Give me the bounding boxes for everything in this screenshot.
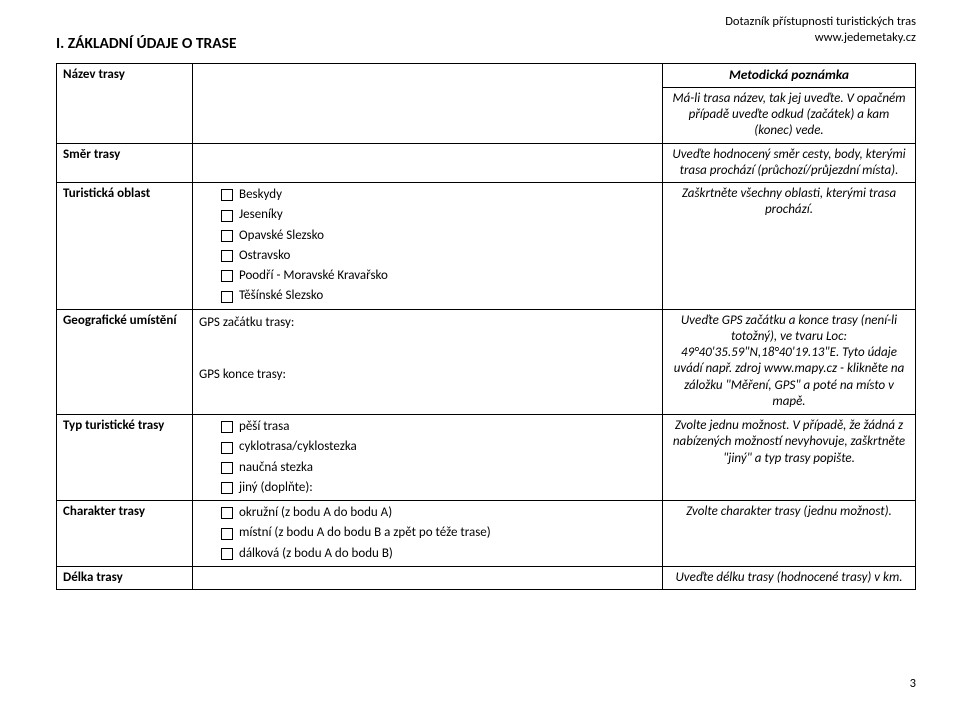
- checkbox-dalkova[interactable]: dálková (z bodu A do bodu B): [221, 545, 656, 563]
- note-geo: Uveďte GPS začátku a konce trasy (není-l…: [663, 309, 916, 415]
- header-line-2: www.jedemetaky.cz: [725, 30, 916, 46]
- checkbox-icon: [221, 210, 233, 222]
- checkbox-label: naučná stezka: [239, 460, 313, 476]
- header-line-1: Dotazník přístupnosti turistických tras: [725, 14, 916, 30]
- checkbox-label: dálková (z bodu A do bodu B): [239, 546, 393, 562]
- value-charakter: okružní (z bodu A do bodu A) místní (z b…: [193, 501, 663, 567]
- note-nazev-cell: Metodická poznámka Má-li trasa název, ta…: [663, 64, 916, 144]
- value-typ: pěší trasa cyklotrasa/cyklostezka naučná…: [193, 415, 663, 501]
- checkbox-icon: [221, 482, 233, 494]
- checkbox-label: Jeseníky: [239, 207, 283, 223]
- checkbox-cyklo[interactable]: cyklotrasa/cyklostezka: [221, 438, 656, 456]
- checkbox-okruzni[interactable]: okružní (z bodu A do bodu A): [221, 504, 656, 522]
- value-delka[interactable]: [193, 566, 663, 589]
- checkbox-label: cyklotrasa/cyklostezka: [239, 439, 357, 455]
- checkbox-label: pěší trasa: [239, 419, 289, 435]
- checkbox-beskydy[interactable]: Beskydy: [221, 186, 656, 204]
- label-nazev: Název trasy: [57, 64, 193, 144]
- label-geo: Geografické umístění: [57, 309, 193, 415]
- table-row: Typ turistické trasy pěší trasa cyklotra…: [57, 415, 916, 501]
- gps-end-input[interactable]: [199, 393, 656, 411]
- table-row: Geografické umístění GPS začátku trasy: …: [57, 309, 916, 415]
- checkbox-mistni[interactable]: místní (z bodu A do bodu B a zpět po též…: [221, 524, 656, 542]
- checkbox-icon: [221, 270, 233, 282]
- checkbox-naucna[interactable]: naučná stezka: [221, 459, 656, 477]
- note-typ: Zvolte jednu možnost. V případě, že žádn…: [663, 415, 916, 501]
- value-geo: GPS začátku trasy: GPS konce trasy:: [193, 309, 663, 415]
- checkbox-tesinske[interactable]: Těšínské Slezsko: [221, 287, 656, 305]
- gps-end-label: GPS konce trasy:: [199, 365, 656, 393]
- label-delka: Délka trasy: [57, 566, 193, 589]
- checkbox-label: okružní (z bodu A do bodu A): [239, 505, 392, 521]
- checkbox-poodri[interactable]: Poodří - Moravské Kravařsko: [221, 267, 656, 285]
- checkbox-label: Poodří - Moravské Kravařsko: [239, 268, 388, 284]
- checkbox-icon: [221, 291, 233, 303]
- checkbox-label: Ostravsko: [239, 248, 290, 264]
- checkbox-icon: [221, 442, 233, 454]
- note-oblast: Zaškrtněte všechny oblasti, kterými tras…: [663, 183, 916, 310]
- note-header: Metodická poznámka: [663, 64, 915, 88]
- table-row: Délka trasy Uveďte délku trasy (hodnocen…: [57, 566, 916, 589]
- document-header: Dotazník přístupnosti turistických tras …: [725, 14, 916, 45]
- checkbox-icon: [221, 548, 233, 560]
- checkbox-jiny[interactable]: jiný (doplňte):: [221, 479, 656, 497]
- table-row: Název trasy Metodická poznámka Má-li tra…: [57, 64, 916, 144]
- value-oblast: Beskydy Jeseníky Opavské Slezsko Ostravs…: [193, 183, 663, 310]
- page-number: 3: [910, 676, 916, 691]
- checkbox-icon: [221, 528, 233, 540]
- table-row: Charakter trasy okružní (z bodu A do bod…: [57, 501, 916, 567]
- main-table: Název trasy Metodická poznámka Má-li tra…: [56, 63, 916, 590]
- checkbox-label: místní (z bodu A do bodu B a zpět po též…: [239, 525, 491, 541]
- gps-start-input[interactable]: [199, 341, 656, 365]
- value-nazev[interactable]: [193, 64, 663, 144]
- checkbox-icon: [221, 189, 233, 201]
- checkbox-icon: [221, 421, 233, 433]
- note-charakter: Zvolte charakter trasy (jednu možnost).: [663, 501, 916, 567]
- label-typ: Typ turistické trasy: [57, 415, 193, 501]
- label-oblast: Turistická oblast: [57, 183, 193, 310]
- checkbox-icon: [221, 462, 233, 474]
- checkbox-pesi[interactable]: pěší trasa: [221, 418, 656, 436]
- checkbox-opavske[interactable]: Opavské Slezsko: [221, 227, 656, 245]
- note-delka: Uveďte délku trasy (hodnocené trasy) v k…: [663, 566, 916, 589]
- checkbox-label: jiný (doplňte):: [239, 480, 313, 496]
- note-smer: Uveďte hodnocený směr cesty, body, který…: [663, 143, 916, 183]
- note-nazev: Má-li trasa název, tak jej uveďte. V opa…: [663, 88, 915, 143]
- value-smer[interactable]: [193, 143, 663, 183]
- page: Dotazník přístupnosti turistických tras …: [0, 0, 960, 703]
- label-smer: Směr trasy: [57, 143, 193, 183]
- checkbox-label: Těšínské Slezsko: [239, 288, 323, 304]
- table-row: Směr trasy Uveďte hodnocený směr cesty, …: [57, 143, 916, 183]
- checkbox-label: Opavské Slezsko: [239, 228, 324, 244]
- table-row: Turistická oblast Beskydy Jeseníky Opavs…: [57, 183, 916, 310]
- checkbox-icon: [221, 507, 233, 519]
- checkbox-label: Beskydy: [239, 187, 282, 203]
- checkbox-ostravsko[interactable]: Ostravsko: [221, 247, 656, 265]
- gps-start-label: GPS začátku trasy:: [199, 313, 656, 341]
- checkbox-icon: [221, 230, 233, 242]
- label-charakter: Charakter trasy: [57, 501, 193, 567]
- checkbox-icon: [221, 250, 233, 262]
- checkbox-jeseniky[interactable]: Jeseníky: [221, 206, 656, 224]
